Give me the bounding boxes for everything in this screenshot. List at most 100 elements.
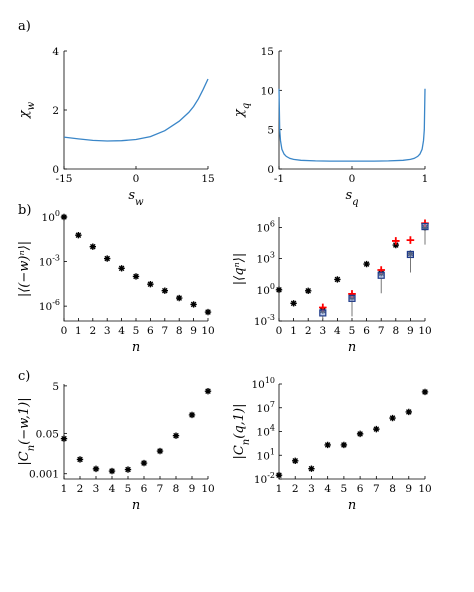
data-point [405, 408, 412, 416]
y-tick-label: 5 [52, 381, 59, 393]
x-tick-label: 1 [61, 483, 68, 495]
data-point [389, 414, 396, 422]
data-point [290, 300, 297, 307]
x-tick-label: 10 [418, 325, 431, 337]
x-tick-label: 2 [305, 325, 312, 337]
y-axis-label: |Cn(q,1)| [232, 403, 252, 459]
axes-chi-q [278, 51, 425, 170]
x-tick-label: 1 [276, 483, 283, 495]
x-tick-label: 6 [363, 325, 370, 337]
data-point [204, 387, 212, 395]
x-tick-label: -15 [56, 173, 73, 185]
x-tick-label: 10 [201, 325, 214, 337]
y-tick-label: 101 [257, 447, 275, 462]
data-point [60, 435, 68, 442]
x-tick-label: -1 [274, 173, 284, 185]
x-tick-label: 6 [147, 325, 154, 337]
x-axis-label: n [348, 340, 356, 355]
data-point [204, 308, 212, 316]
x-tick-label: 4 [334, 325, 341, 337]
y-tick-label: 0.05 [36, 428, 59, 440]
x-tick-label: 15 [201, 173, 214, 185]
data-point [75, 231, 82, 239]
chart-cumulants-q: 1 2 3 4 5 6 7 8 9 10 10-2 101 104 107 1010 n |Cn(q,1)| [232, 376, 432, 513]
x-tick-label: 9 [189, 483, 196, 495]
x-tick-label: 0 [349, 173, 356, 185]
x-tick-label: 3 [308, 483, 315, 495]
x-tick-label: 0 [61, 325, 68, 337]
y-tick-label: 100 [42, 209, 60, 224]
panel-label-b: b) [18, 203, 31, 218]
data-point [324, 441, 331, 449]
x-tick-label: 8 [392, 325, 399, 337]
y-tick-label: 10-2 [254, 471, 275, 486]
data-point [108, 467, 116, 475]
x-tick-label: 9 [405, 483, 412, 495]
y-tick-label: 10-3 [254, 313, 275, 328]
x-tick-label: 8 [173, 483, 180, 495]
x-tick-label: 10 [418, 483, 431, 495]
data-point [156, 447, 164, 455]
panel-label-a: a) [18, 19, 31, 34]
data-point [373, 425, 380, 433]
data-point [319, 309, 327, 317]
data-point [334, 276, 341, 283]
x-tick-label: 9 [190, 325, 197, 337]
x-tick-label: 5 [341, 483, 348, 495]
data-point [92, 465, 100, 473]
x-tick-label: 7 [378, 325, 385, 337]
data-point [340, 441, 348, 449]
y-tick-label: 0.001 [29, 469, 59, 481]
y-tick-label: 0 [267, 164, 274, 176]
y-tick-label: 10-6 [39, 298, 60, 313]
x-tick-label: 3 [104, 325, 111, 337]
x-tick-label: 4 [118, 325, 125, 337]
x-tick-label: 2 [292, 483, 299, 495]
y-tick-label: 107 [257, 400, 275, 415]
x-axis-label: sq [345, 188, 358, 208]
y-axis-label: |⟨qⁿ⟩| [232, 253, 247, 286]
y-axis-label: |Cn(−w,1)| [17, 397, 37, 465]
data-point [76, 456, 84, 463]
data-point [188, 411, 196, 419]
data-point [176, 294, 183, 302]
data-point [172, 432, 180, 439]
y-tick-label: 10 [261, 85, 274, 97]
data-point [348, 294, 356, 302]
data-point [89, 243, 96, 250]
data-point [118, 265, 125, 272]
x-tick-label: 9 [407, 325, 414, 337]
y-axis-label: χw [17, 101, 37, 119]
x-tick-label: 1 [75, 325, 82, 337]
axes-cumulants-w [63, 384, 208, 480]
data-point [132, 273, 140, 280]
chart-moments-w: 0 1 2 3 4 5 6 7 8 9 10 100 10-3 10-6 n |⟨(−w)ⁿ⟩| [17, 209, 215, 355]
x-tick-label: 7 [373, 483, 380, 495]
x-tick-label: 5 [349, 325, 356, 337]
x-tick-label: 6 [141, 483, 148, 495]
error-whiskers [322, 229, 426, 319]
data-point [275, 286, 283, 293]
series-line [63, 78, 209, 142]
data-point [60, 213, 68, 221]
x-tick-label: 0 [133, 173, 140, 185]
y-tick-label: 2 [52, 105, 59, 117]
chart-moments-q: 0 1 2 3 4 5 6 7 8 9 10 10-3 100 103 106 n |⟨qⁿ⟩| [232, 217, 432, 355]
y-tick-label: 100 [257, 282, 275, 297]
data-point [190, 301, 197, 308]
y-tick-label: 10-3 [39, 254, 60, 269]
x-axis-label: n [132, 340, 140, 355]
x-tick-label: 8 [389, 483, 396, 495]
x-tick-label: 3 [319, 325, 326, 337]
x-axis-label: n [132, 498, 140, 513]
x-tick-label: 7 [157, 483, 164, 495]
x-tick-label: 3 [93, 483, 100, 495]
y-tick-label: 1010 [251, 376, 275, 391]
data-point [356, 430, 364, 438]
data-point [161, 287, 168, 294]
data-point [275, 472, 283, 479]
data-point [406, 236, 415, 244]
